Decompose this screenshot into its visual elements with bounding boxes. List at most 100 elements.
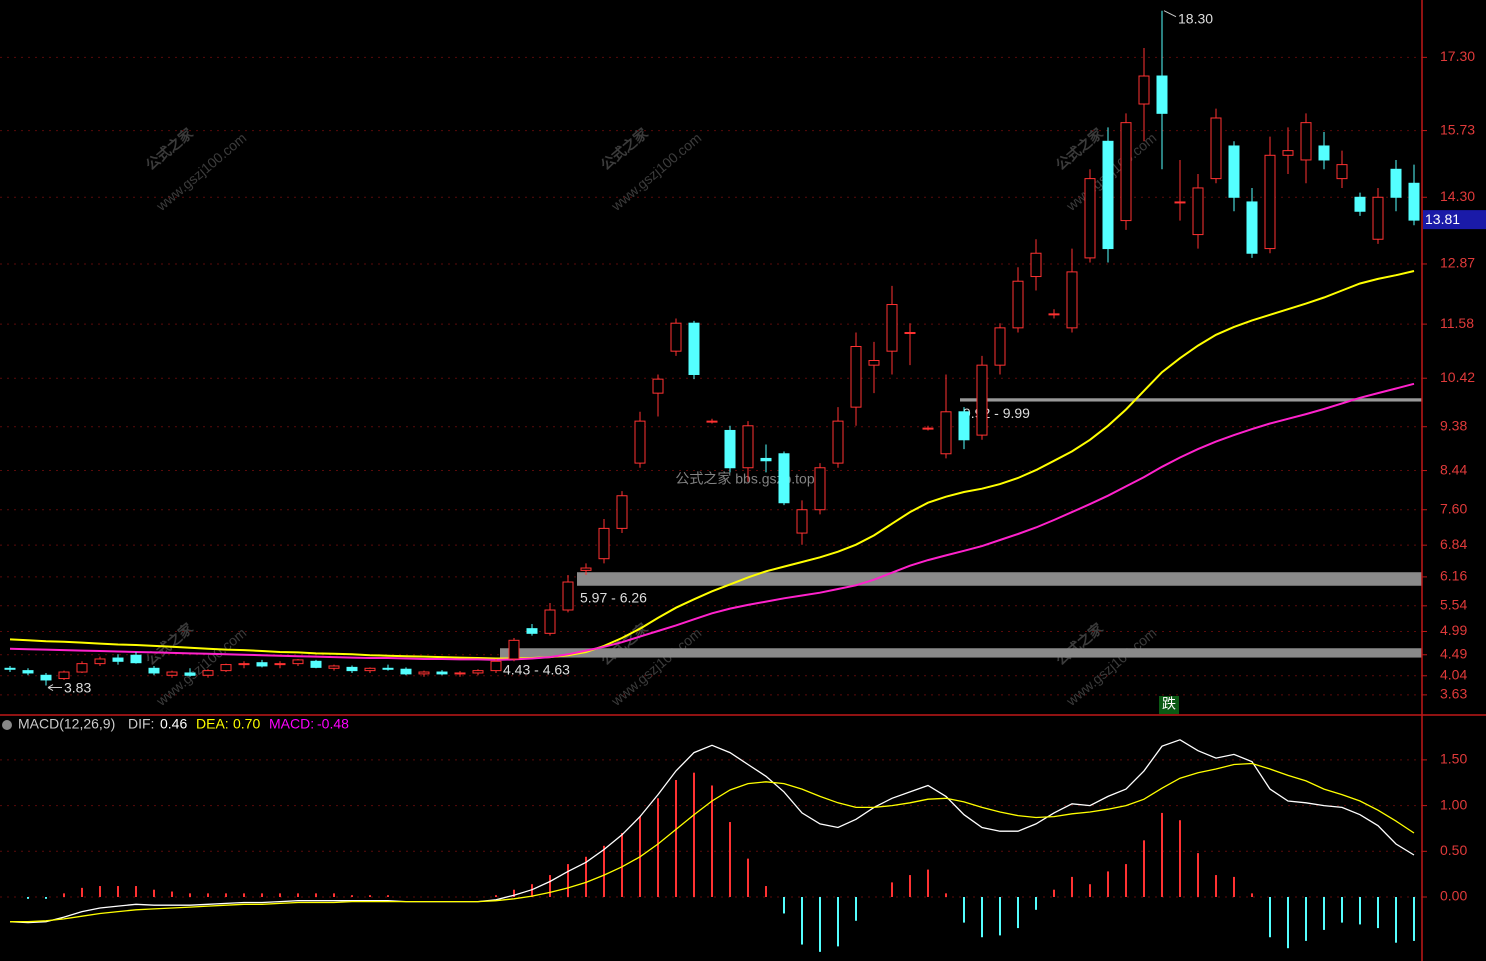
candle-body	[652, 378, 664, 394]
high-label: 18.30	[1178, 10, 1213, 26]
candle-body	[1300, 122, 1312, 161]
candle-body	[1030, 252, 1042, 278]
candle-body	[544, 609, 556, 634]
candle-body	[706, 420, 718, 423]
y-tick-label: 4.99	[1440, 622, 1467, 638]
low-label: 3.83	[64, 679, 91, 695]
candle-body	[220, 664, 232, 672]
candle-body	[634, 420, 646, 464]
candle-body	[94, 658, 106, 665]
candle-body	[58, 671, 70, 680]
legend-name: DIF:	[128, 716, 154, 732]
candle-body	[904, 332, 916, 335]
panel-icon	[2, 720, 12, 730]
candle-body	[1138, 75, 1150, 105]
candle-body	[742, 425, 754, 469]
candle-body	[886, 304, 898, 352]
y-tick-label: 0.50	[1440, 842, 1467, 858]
y-tick-label: 6.16	[1440, 568, 1467, 584]
candle-body	[202, 670, 214, 676]
candle-body	[1066, 271, 1078, 329]
indicator-title: MACD(12,26,9)	[18, 716, 115, 732]
moving-average-line	[9, 382, 1415, 661]
candle-body	[382, 667, 394, 670]
candle-body	[1246, 201, 1258, 254]
candle-body	[958, 411, 970, 441]
candle-body	[778, 453, 790, 504]
signal-label: 跌	[1162, 696, 1176, 712]
candle-body	[328, 665, 340, 669]
candle-body	[940, 411, 952, 455]
candle-body	[40, 674, 52, 681]
y-tick-label: 1.00	[1440, 796, 1467, 812]
candle-body	[238, 663, 250, 666]
candle-body	[1354, 196, 1366, 212]
candle-body	[598, 527, 610, 560]
candle-body	[22, 670, 34, 674]
moving-average-line	[9, 270, 1415, 660]
y-tick-label: 15.73	[1440, 121, 1475, 137]
candle-body	[1390, 168, 1402, 198]
macd-line	[9, 739, 1415, 924]
candle-body	[1408, 182, 1420, 221]
candle-body	[760, 457, 772, 462]
candle-body	[292, 659, 304, 665]
candle-body	[1048, 313, 1060, 316]
candle-body	[454, 672, 466, 675]
candle-body	[814, 467, 826, 511]
watermark-main: 公式之家 bbs.gszb.top	[675, 471, 814, 487]
y-tick-label: 9.38	[1440, 417, 1467, 433]
zone-label: 9.92 - 9.99	[963, 405, 1030, 421]
candle-body	[1210, 117, 1222, 180]
candle-body	[850, 346, 862, 408]
candle-body	[922, 427, 934, 430]
candle-body	[1102, 140, 1114, 250]
y-tick-label: 3.63	[1440, 686, 1467, 702]
candle-body	[562, 581, 574, 611]
zone-band	[500, 648, 1422, 658]
y-tick-label: 1.50	[1440, 751, 1467, 767]
candle-body	[400, 668, 412, 675]
candle-body	[1084, 178, 1096, 259]
y-tick-label: 4.49	[1440, 645, 1467, 661]
candle-body	[688, 322, 700, 375]
low-pointer	[47, 684, 62, 691]
macd-line	[10, 762, 1415, 923]
candle-body	[994, 327, 1006, 366]
zone-band	[960, 398, 1422, 402]
candle-body	[832, 420, 844, 464]
candle-body	[1228, 145, 1240, 198]
grid	[0, 56, 1422, 898]
candle-body	[346, 666, 358, 672]
candle-body	[1318, 145, 1330, 161]
candle-body	[310, 660, 322, 668]
y-tick-label: 5.54	[1440, 597, 1467, 613]
y-tick-label: 0.00	[1440, 888, 1467, 904]
candle-body	[76, 663, 88, 673]
candle-body	[1174, 201, 1186, 204]
candle-body	[796, 509, 808, 534]
candle-body	[580, 567, 592, 571]
candle-body	[1192, 187, 1204, 236]
zone-label: 4.43 - 4.63	[503, 661, 570, 677]
legend-value: 0.46	[160, 716, 187, 732]
candle-body	[976, 364, 988, 436]
candle-body	[418, 671, 430, 675]
candle-body	[526, 628, 538, 634]
candle-body	[472, 670, 484, 674]
plot: 5.97 - 6.26 4.43 - 4.63 9.92 - 9.99 18.30 3.…	[4, 10, 1422, 952]
candle-body	[724, 429, 736, 469]
candle-body	[1012, 280, 1024, 329]
candle-body	[670, 322, 682, 352]
y-tick-label: 10.42	[1440, 369, 1475, 385]
candle-body	[256, 662, 268, 667]
candle-body	[490, 660, 502, 672]
zone-band	[577, 572, 1422, 586]
candle-body	[4, 667, 16, 670]
candle-body	[1282, 150, 1294, 156]
candle-body	[508, 639, 520, 660]
candle-body	[166, 671, 178, 676]
candle-body	[148, 667, 160, 674]
